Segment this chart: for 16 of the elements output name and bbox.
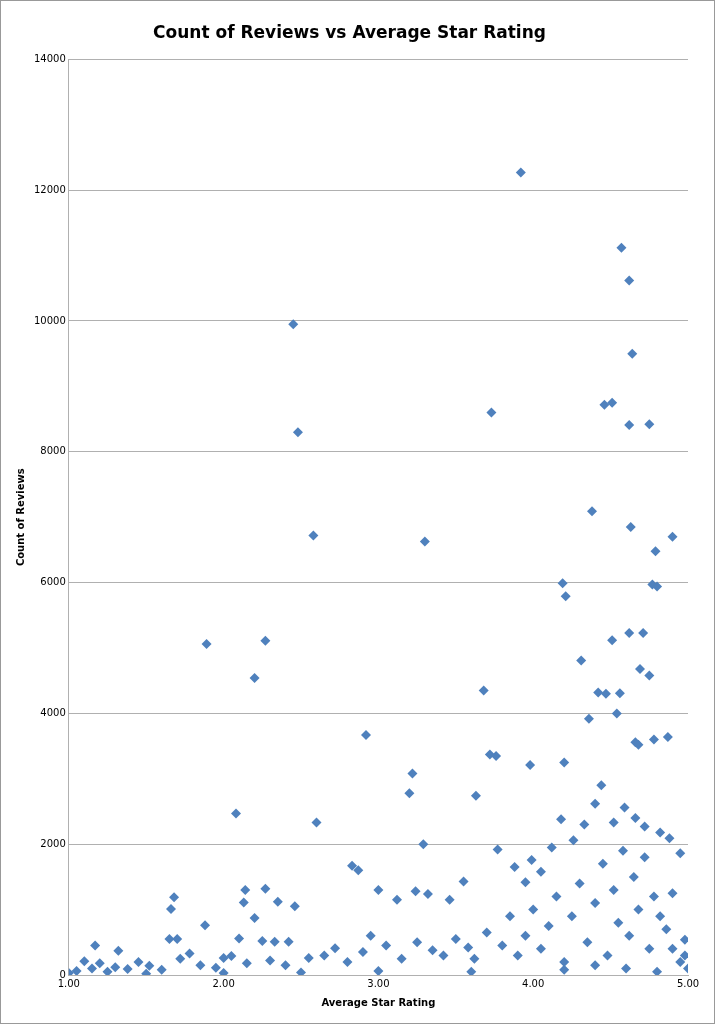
y-tick-label: 10000	[34, 314, 66, 326]
y-tick-label: 4000	[40, 706, 66, 718]
x-tick-label: 3.00	[367, 977, 390, 989]
x-tick-label: 2.00	[212, 977, 235, 989]
y-tick-label: 0	[59, 968, 66, 980]
y-tick-label: 12000	[34, 183, 66, 195]
y-tick-label: 6000	[40, 576, 66, 588]
x-tick-label: 1.00	[57, 977, 80, 989]
y-tick-label: 2000	[40, 837, 66, 849]
x-tick-label: 5.00	[676, 977, 700, 989]
y-tick-label: 14000	[34, 52, 66, 64]
x-axis-title: Average Star Rating	[321, 996, 436, 1008]
x-tick-label: 4.00	[522, 977, 545, 989]
y-axis-title: Count of Reviews	[14, 468, 26, 567]
y-tick-label: 8000	[40, 445, 66, 457]
chart-title: Count of Reviews vs Average Star Rating	[153, 21, 546, 42]
